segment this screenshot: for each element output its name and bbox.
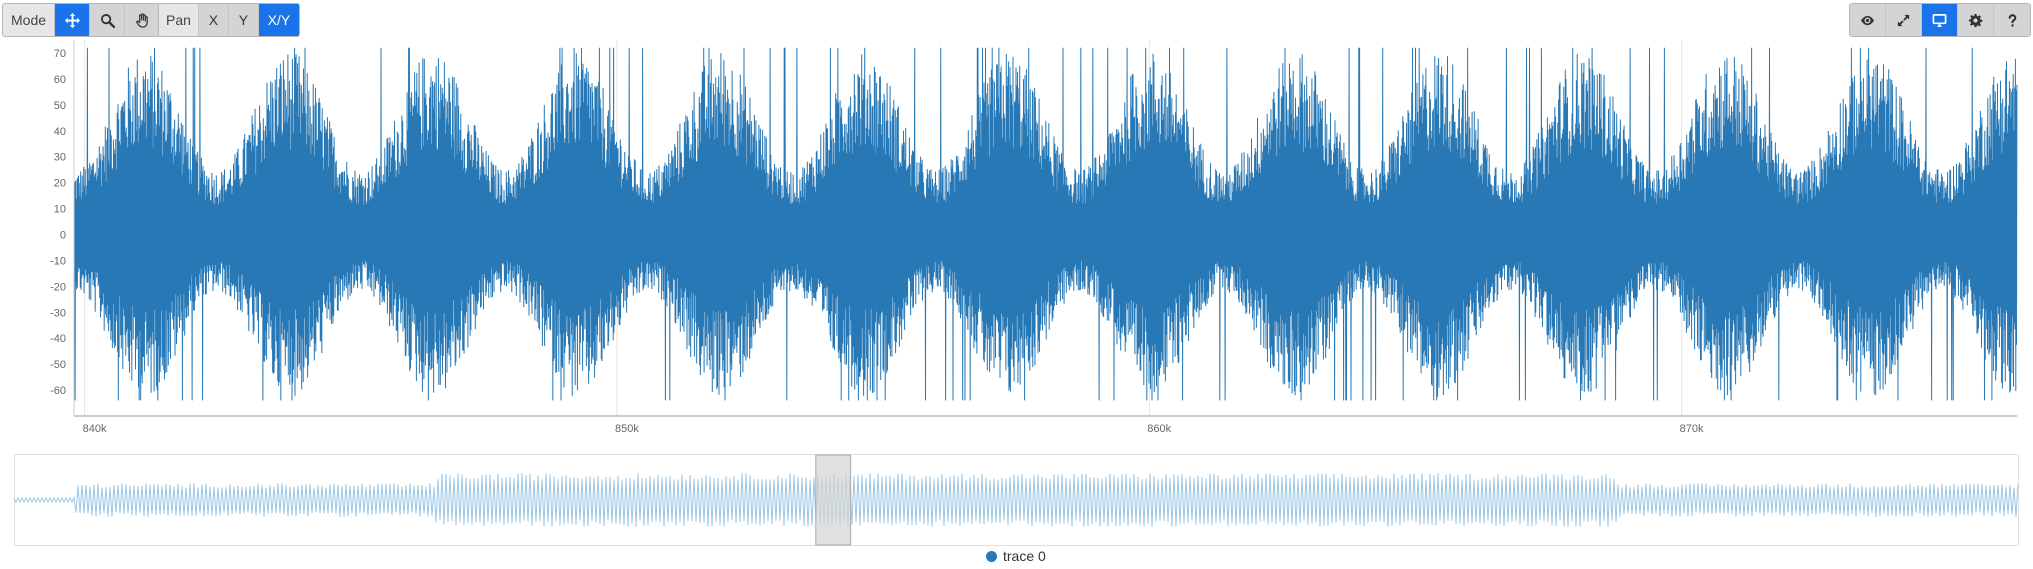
- gear-icon: [1968, 13, 1983, 27]
- trace-0-line: [73, 47, 2018, 401]
- view-toolbar: [1849, 3, 2031, 37]
- pan-axis-toolbar: Pan X Y X/Y: [158, 3, 300, 37]
- pan-label: Pan: [159, 4, 199, 36]
- pan-x-button[interactable]: X: [198, 4, 229, 36]
- y-tick-label: -30: [50, 307, 66, 319]
- search-icon: [100, 13, 115, 28]
- x-tick-label: 870k: [1680, 423, 1704, 435]
- question-icon: [2008, 13, 2016, 27]
- mode-toolbar: Mode: [2, 3, 162, 37]
- main-waveform-chart[interactable]: 70 60 50 40 30 20 10 0 -10 -20 -30 -40 -50 -60 840k 85…: [0, 38, 2033, 440]
- x-tick-label: 850k: [615, 423, 639, 435]
- zoom-mode-button[interactable]: [90, 4, 126, 36]
- y-tick-label: 30: [54, 152, 66, 164]
- legend-marker: [986, 550, 997, 562]
- hand-icon: [136, 12, 148, 28]
- pan-mode-button[interactable]: [125, 4, 161, 36]
- settings-button[interactable]: [1958, 4, 1994, 36]
- x-tick-label: 840k: [83, 423, 107, 435]
- y-tick-label: -10: [50, 255, 66, 267]
- move-mode-button[interactable]: [55, 4, 91, 36]
- fullscreen-button[interactable]: [1886, 4, 1922, 36]
- y-tick-label: 70: [54, 48, 66, 60]
- y-tick-label: 40: [54, 126, 66, 138]
- y-axis: 70 60 50 40 30 20 10 0 -10 -20 -30 -40 -50 -60: [50, 48, 66, 397]
- y-tick-label: 50: [54, 100, 66, 112]
- y-tick-label: 20: [54, 178, 66, 190]
- y-tick-label: -50: [50, 359, 66, 371]
- y-tick-label: -60: [50, 385, 66, 397]
- range-selector[interactable]: [14, 454, 2019, 546]
- legend[interactable]: trace 0: [986, 548, 1046, 564]
- x-axis: 840k 850k 860k 870k: [83, 423, 1704, 435]
- y-tick-label: -40: [50, 333, 66, 345]
- display-button[interactable]: [1922, 4, 1958, 36]
- y-tick-label: 10: [54, 204, 66, 216]
- y-tick-label: 60: [54, 74, 66, 86]
- legend-label: trace 0: [1003, 548, 1046, 564]
- mode-label: Mode: [3, 4, 56, 36]
- range-selection-window[interactable]: [815, 454, 852, 546]
- visibility-button[interactable]: [1850, 4, 1886, 36]
- pan-y-button[interactable]: Y: [228, 4, 259, 36]
- y-tick-label: -20: [50, 281, 66, 293]
- x-tick-label: 860k: [1147, 423, 1171, 435]
- eye-icon: [1860, 15, 1875, 25]
- overview-trace: [14, 473, 2019, 527]
- pan-xy-button[interactable]: X/Y: [258, 4, 299, 36]
- help-button[interactable]: [1994, 4, 2030, 36]
- expand-icon: [1897, 14, 1910, 26]
- monitor-icon: [1932, 13, 1947, 27]
- y-tick-label: 0: [60, 229, 66, 241]
- move-arrows-icon: [64, 12, 80, 28]
